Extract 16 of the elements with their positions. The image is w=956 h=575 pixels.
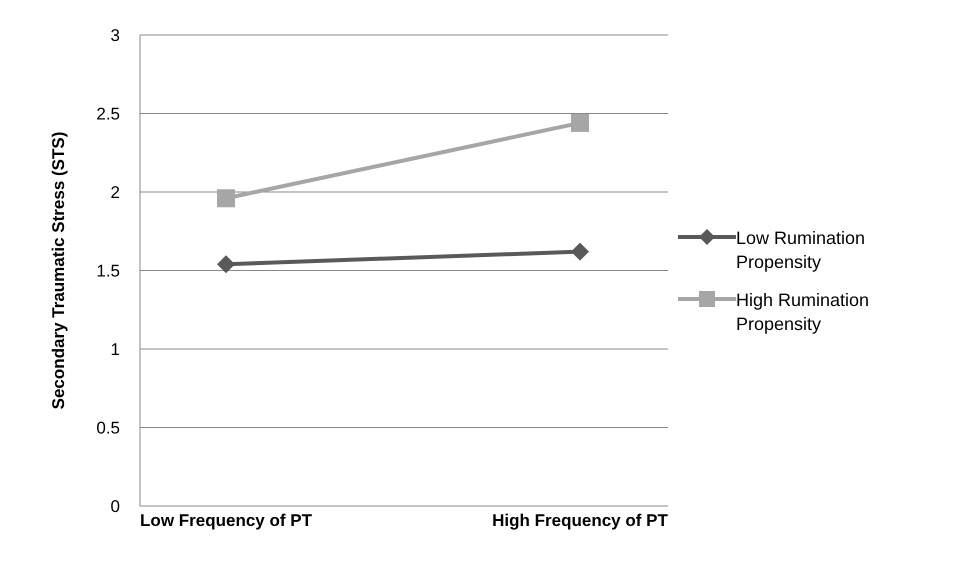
y-tick-label: 0.5 — [96, 418, 120, 438]
x-tick-label: High Frequency of PT — [492, 511, 668, 530]
legend-label: High Rumination Propensity — [736, 289, 870, 336]
point — [571, 242, 589, 261]
y-tick-label: 2.5 — [96, 104, 120, 124]
point — [217, 255, 235, 274]
y-tick-label: 3 — [110, 26, 120, 46]
x-tick-label: Low Frequency of PT — [140, 511, 313, 530]
y-axis-title: Secondary Traumatic Stress (STS) — [49, 132, 68, 410]
y-tick-label: 2 — [110, 183, 120, 202]
point — [217, 189, 235, 208]
y-tick-label: 1 — [110, 340, 120, 360]
point — [571, 114, 589, 132]
legend-label: Low Rumination Propensity — [736, 227, 866, 274]
y-tick-label: 1.5 — [96, 262, 120, 281]
y-tick-label: 0 — [110, 497, 120, 516]
